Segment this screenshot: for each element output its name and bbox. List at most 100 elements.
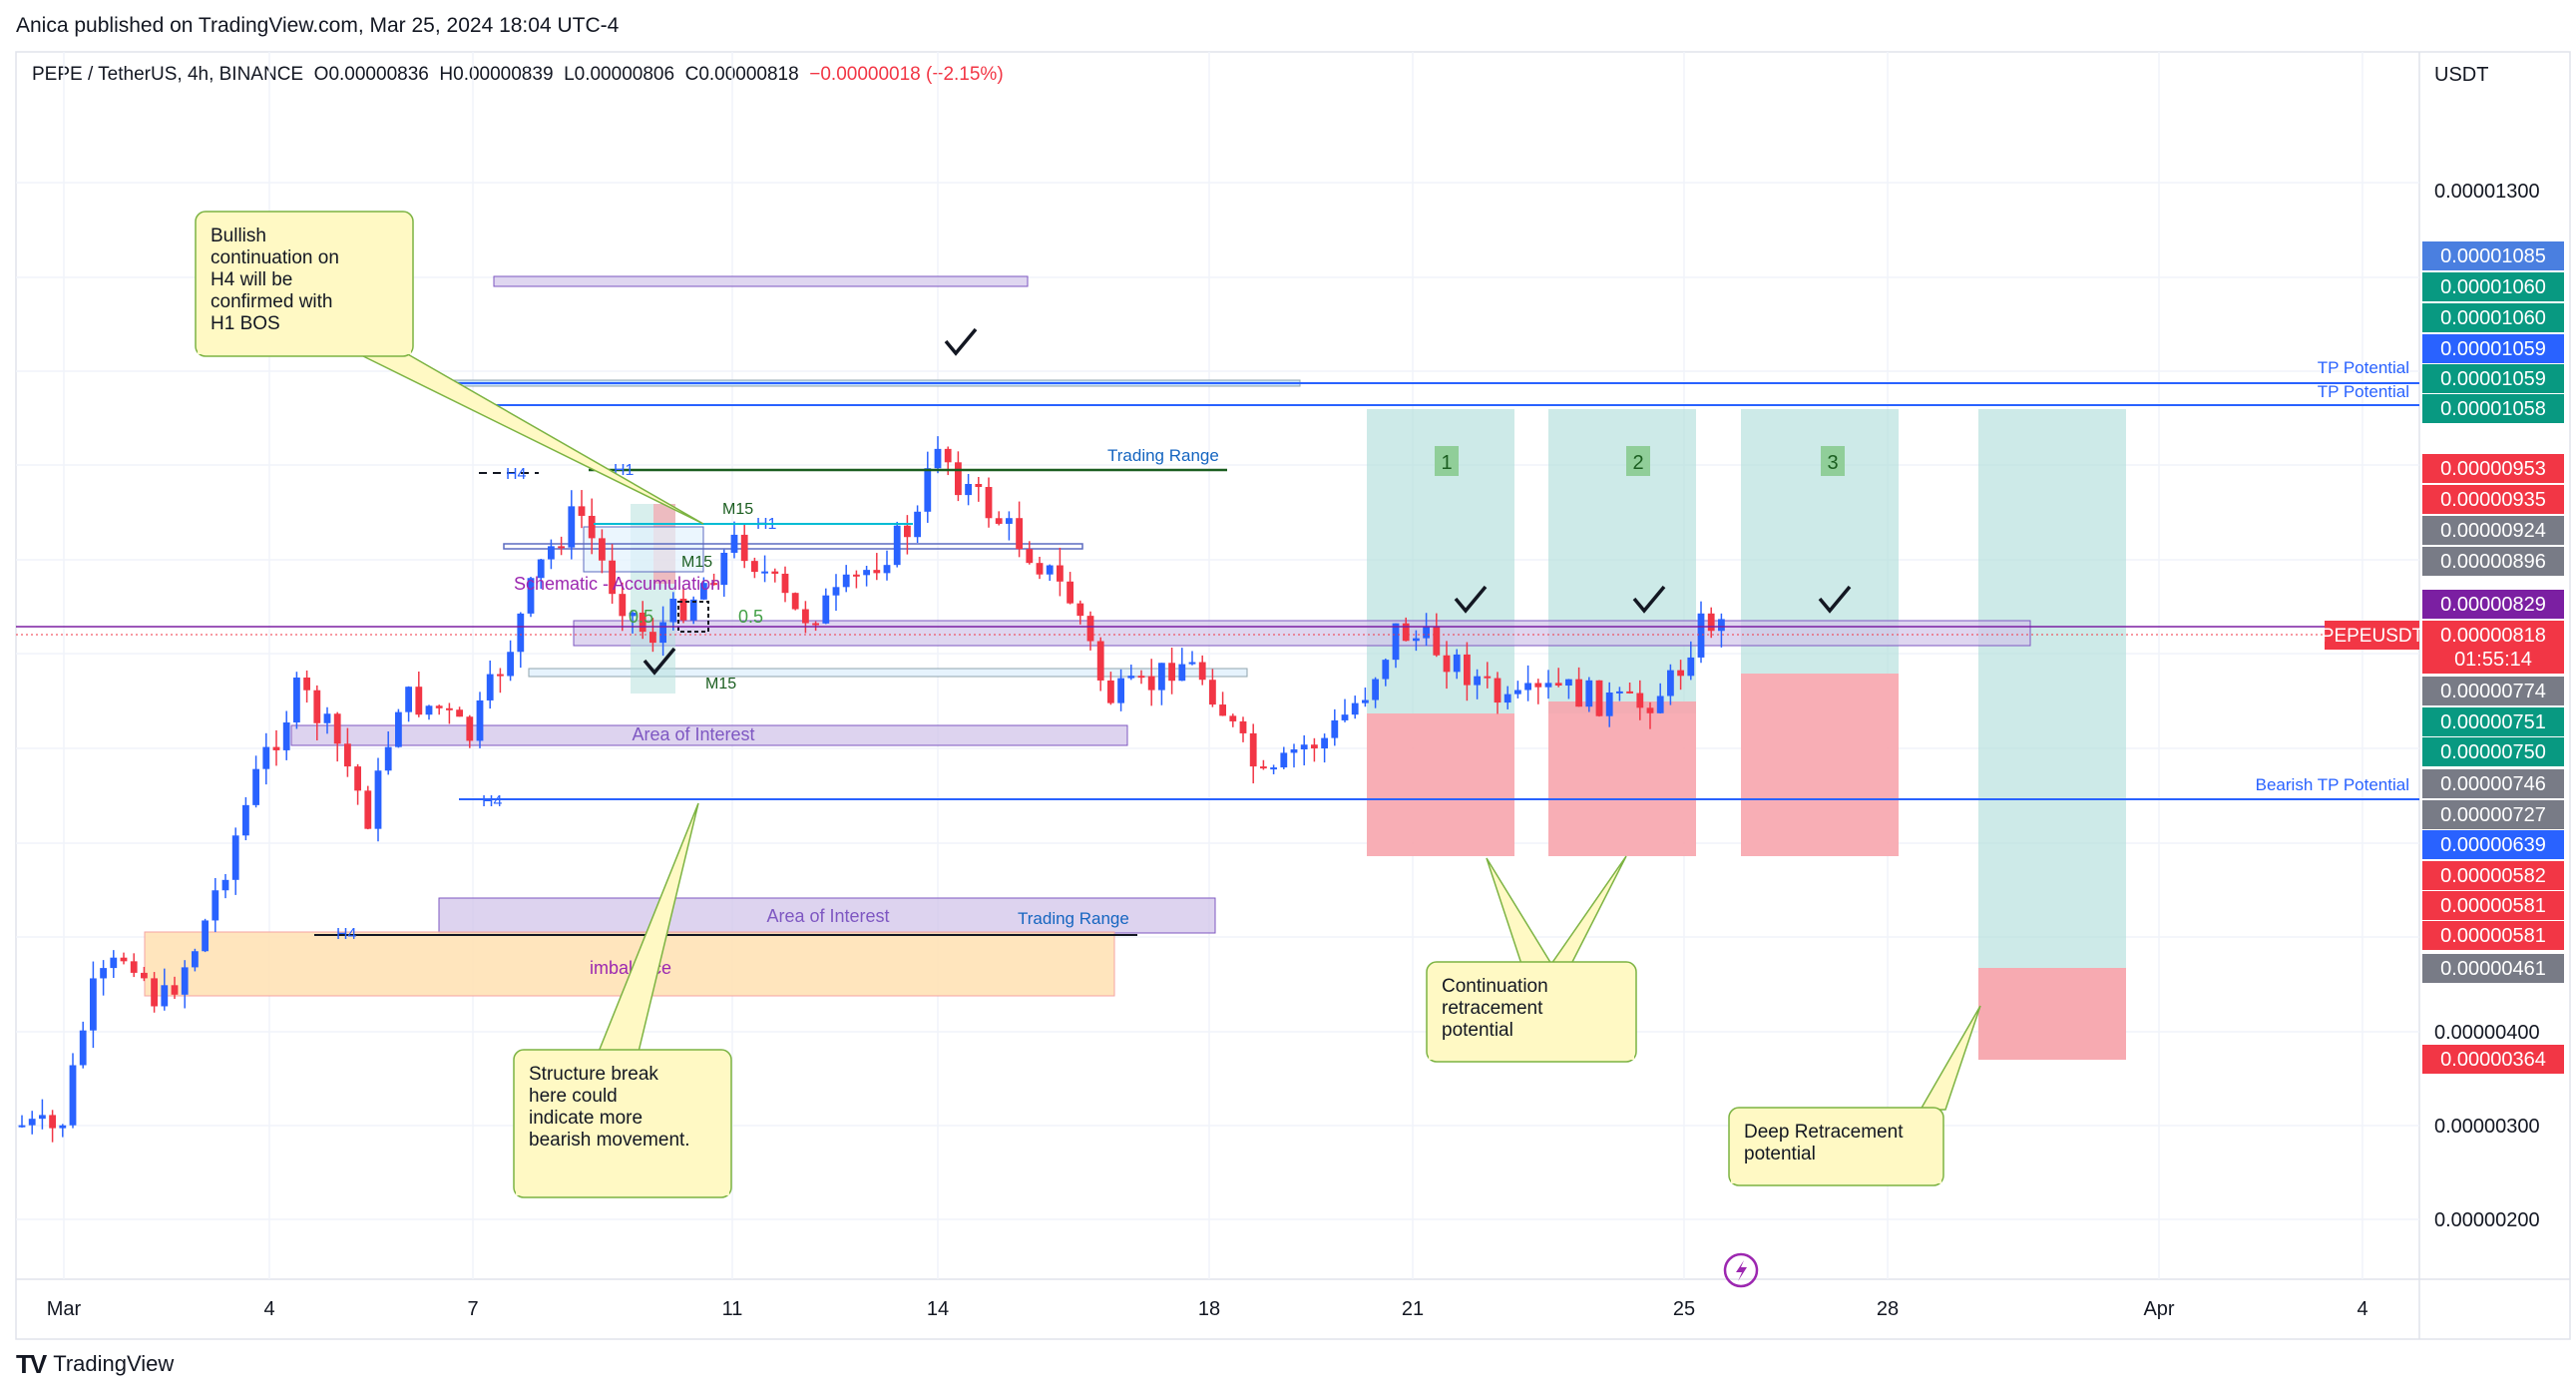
- price-badge: [2422, 621, 2564, 650]
- candle-body: [344, 743, 351, 767]
- candle-body: [537, 559, 545, 579]
- price-badge: [2422, 769, 2564, 798]
- price-badge: [2422, 800, 2564, 829]
- price-badge-label: 01:55:14: [2454, 649, 2532, 671]
- candle-body: [1453, 654, 1461, 673]
- zone-tp-band: [426, 379, 1301, 387]
- candle-body: [49, 1115, 56, 1129]
- callout-pointer: [356, 348, 704, 525]
- price-badge: [2422, 590, 2564, 619]
- zone-upper-band: [493, 275, 1029, 287]
- schematic-focus-box: [677, 601, 709, 633]
- x-tick-label: 11: [722, 1298, 743, 1320]
- price-badge-label: 0.00000364: [2440, 1049, 2546, 1071]
- candle-body: [39, 1115, 46, 1120]
- h4-bottom-label: H4: [336, 926, 357, 943]
- candle-body: [1718, 619, 1725, 632]
- price-badge-label: 0.00001085: [2440, 245, 2546, 267]
- imbalance-zone: [144, 931, 1115, 997]
- candle-body: [1687, 657, 1695, 677]
- publisher-bar: Anica published on TradingView.com, Mar …: [0, 0, 2576, 52]
- area-of-interest-bottom: [438, 897, 1216, 934]
- candle-body: [1616, 691, 1623, 694]
- m15-label-a: M15: [722, 501, 753, 518]
- candle-body: [90, 978, 97, 1031]
- callout-pointer: [1919, 1005, 1981, 1111]
- zone-thin-band: [528, 668, 1248, 678]
- x-tick-label: Apr: [2143, 1298, 2174, 1320]
- price-badge: [2422, 454, 2564, 483]
- candle-body: [599, 538, 606, 561]
- candle-body: [568, 506, 576, 548]
- candle-body: [629, 612, 637, 617]
- scenario-2-stop-zone: [1548, 701, 1696, 856]
- candle-body: [761, 571, 768, 574]
- drawing-zones: [144, 275, 2126, 1060]
- legend-symbol[interactable]: PEPE / TetherUS, 4h, BINANCE: [32, 64, 304, 85]
- currency-unit-label[interactable]: USDT: [2434, 64, 2489, 86]
- price-badge-label: 0.00001060: [2440, 276, 2546, 298]
- candle-body: [282, 722, 290, 750]
- candle-body: [1147, 676, 1155, 691]
- candle-body: [1290, 749, 1298, 753]
- candle-body: [1096, 641, 1104, 681]
- legend-low: L0.00000806: [564, 64, 675, 85]
- scenario-number: 2: [1632, 452, 1643, 474]
- candle-body: [395, 711, 402, 747]
- candle-body: [446, 707, 453, 710]
- candle-body: [364, 790, 372, 829]
- price-badge-label: 0.00000727: [2440, 804, 2546, 826]
- price-badge: [2422, 1045, 2564, 1074]
- candle-body: [171, 985, 179, 995]
- candle-body: [1311, 744, 1318, 749]
- candle-body: [517, 613, 525, 653]
- scenario-3-stop-zone: [1741, 674, 1899, 856]
- aoi-top-label: Area of Interest: [632, 724, 754, 744]
- price-badge: [2422, 707, 2564, 736]
- tp-label-1: TP Potential: [2318, 358, 2409, 377]
- publisher-line: Anica published on TradingView.com, Mar …: [16, 14, 620, 37]
- candle-body: [1595, 680, 1603, 716]
- candle-body: [293, 678, 300, 723]
- price-badge: [2422, 303, 2564, 332]
- price-badge: [2422, 272, 2564, 301]
- candle-body: [1209, 680, 1216, 705]
- price-badge-label: 0.00000750: [2440, 741, 2546, 763]
- candle-body: [832, 587, 840, 596]
- candle-body: [751, 561, 758, 573]
- callout-pointer: [597, 802, 699, 1053]
- check-mark-icon: [643, 647, 676, 676]
- callout-cover: [1429, 1042, 1634, 1060]
- candle-body: [1423, 627, 1430, 639]
- candle-body: [822, 595, 830, 624]
- tradingview-logo-icon[interactable]: TV: [16, 1348, 47, 1379]
- callout-text: continuation on: [211, 247, 339, 268]
- price-badge: [2422, 737, 2564, 766]
- legend-high: H0.00000839: [439, 64, 554, 85]
- x-tick-label: 4: [2357, 1298, 2367, 1320]
- candle-body: [1341, 714, 1349, 720]
- candle-body: [1239, 720, 1247, 733]
- price-badge-label: 0.00000953: [2440, 458, 2546, 480]
- footer-brand[interactable]: TradingView: [53, 1351, 175, 1376]
- price-badge-label: 0.00000461: [2440, 958, 2546, 980]
- price-badge-label: 0.00000774: [2440, 681, 2546, 702]
- candle-body: [1158, 663, 1165, 691]
- candle-body: [679, 598, 687, 621]
- callout-text: potential: [1442, 1020, 1513, 1041]
- candle-body: [466, 716, 474, 741]
- candle-body: [1474, 676, 1481, 686]
- candle-body: [202, 920, 209, 952]
- candle-body: [863, 570, 870, 576]
- candle-body: [730, 534, 738, 553]
- candle-body: [1280, 752, 1288, 768]
- candle-body: [486, 674, 494, 700]
- candle-body: [1443, 655, 1451, 673]
- candle-body: [476, 699, 484, 741]
- callout-cover: [198, 336, 411, 354]
- candle-body: [934, 448, 942, 469]
- scenario-number-bg: [1821, 446, 1845, 476]
- check-mark-icon: [1632, 585, 1666, 614]
